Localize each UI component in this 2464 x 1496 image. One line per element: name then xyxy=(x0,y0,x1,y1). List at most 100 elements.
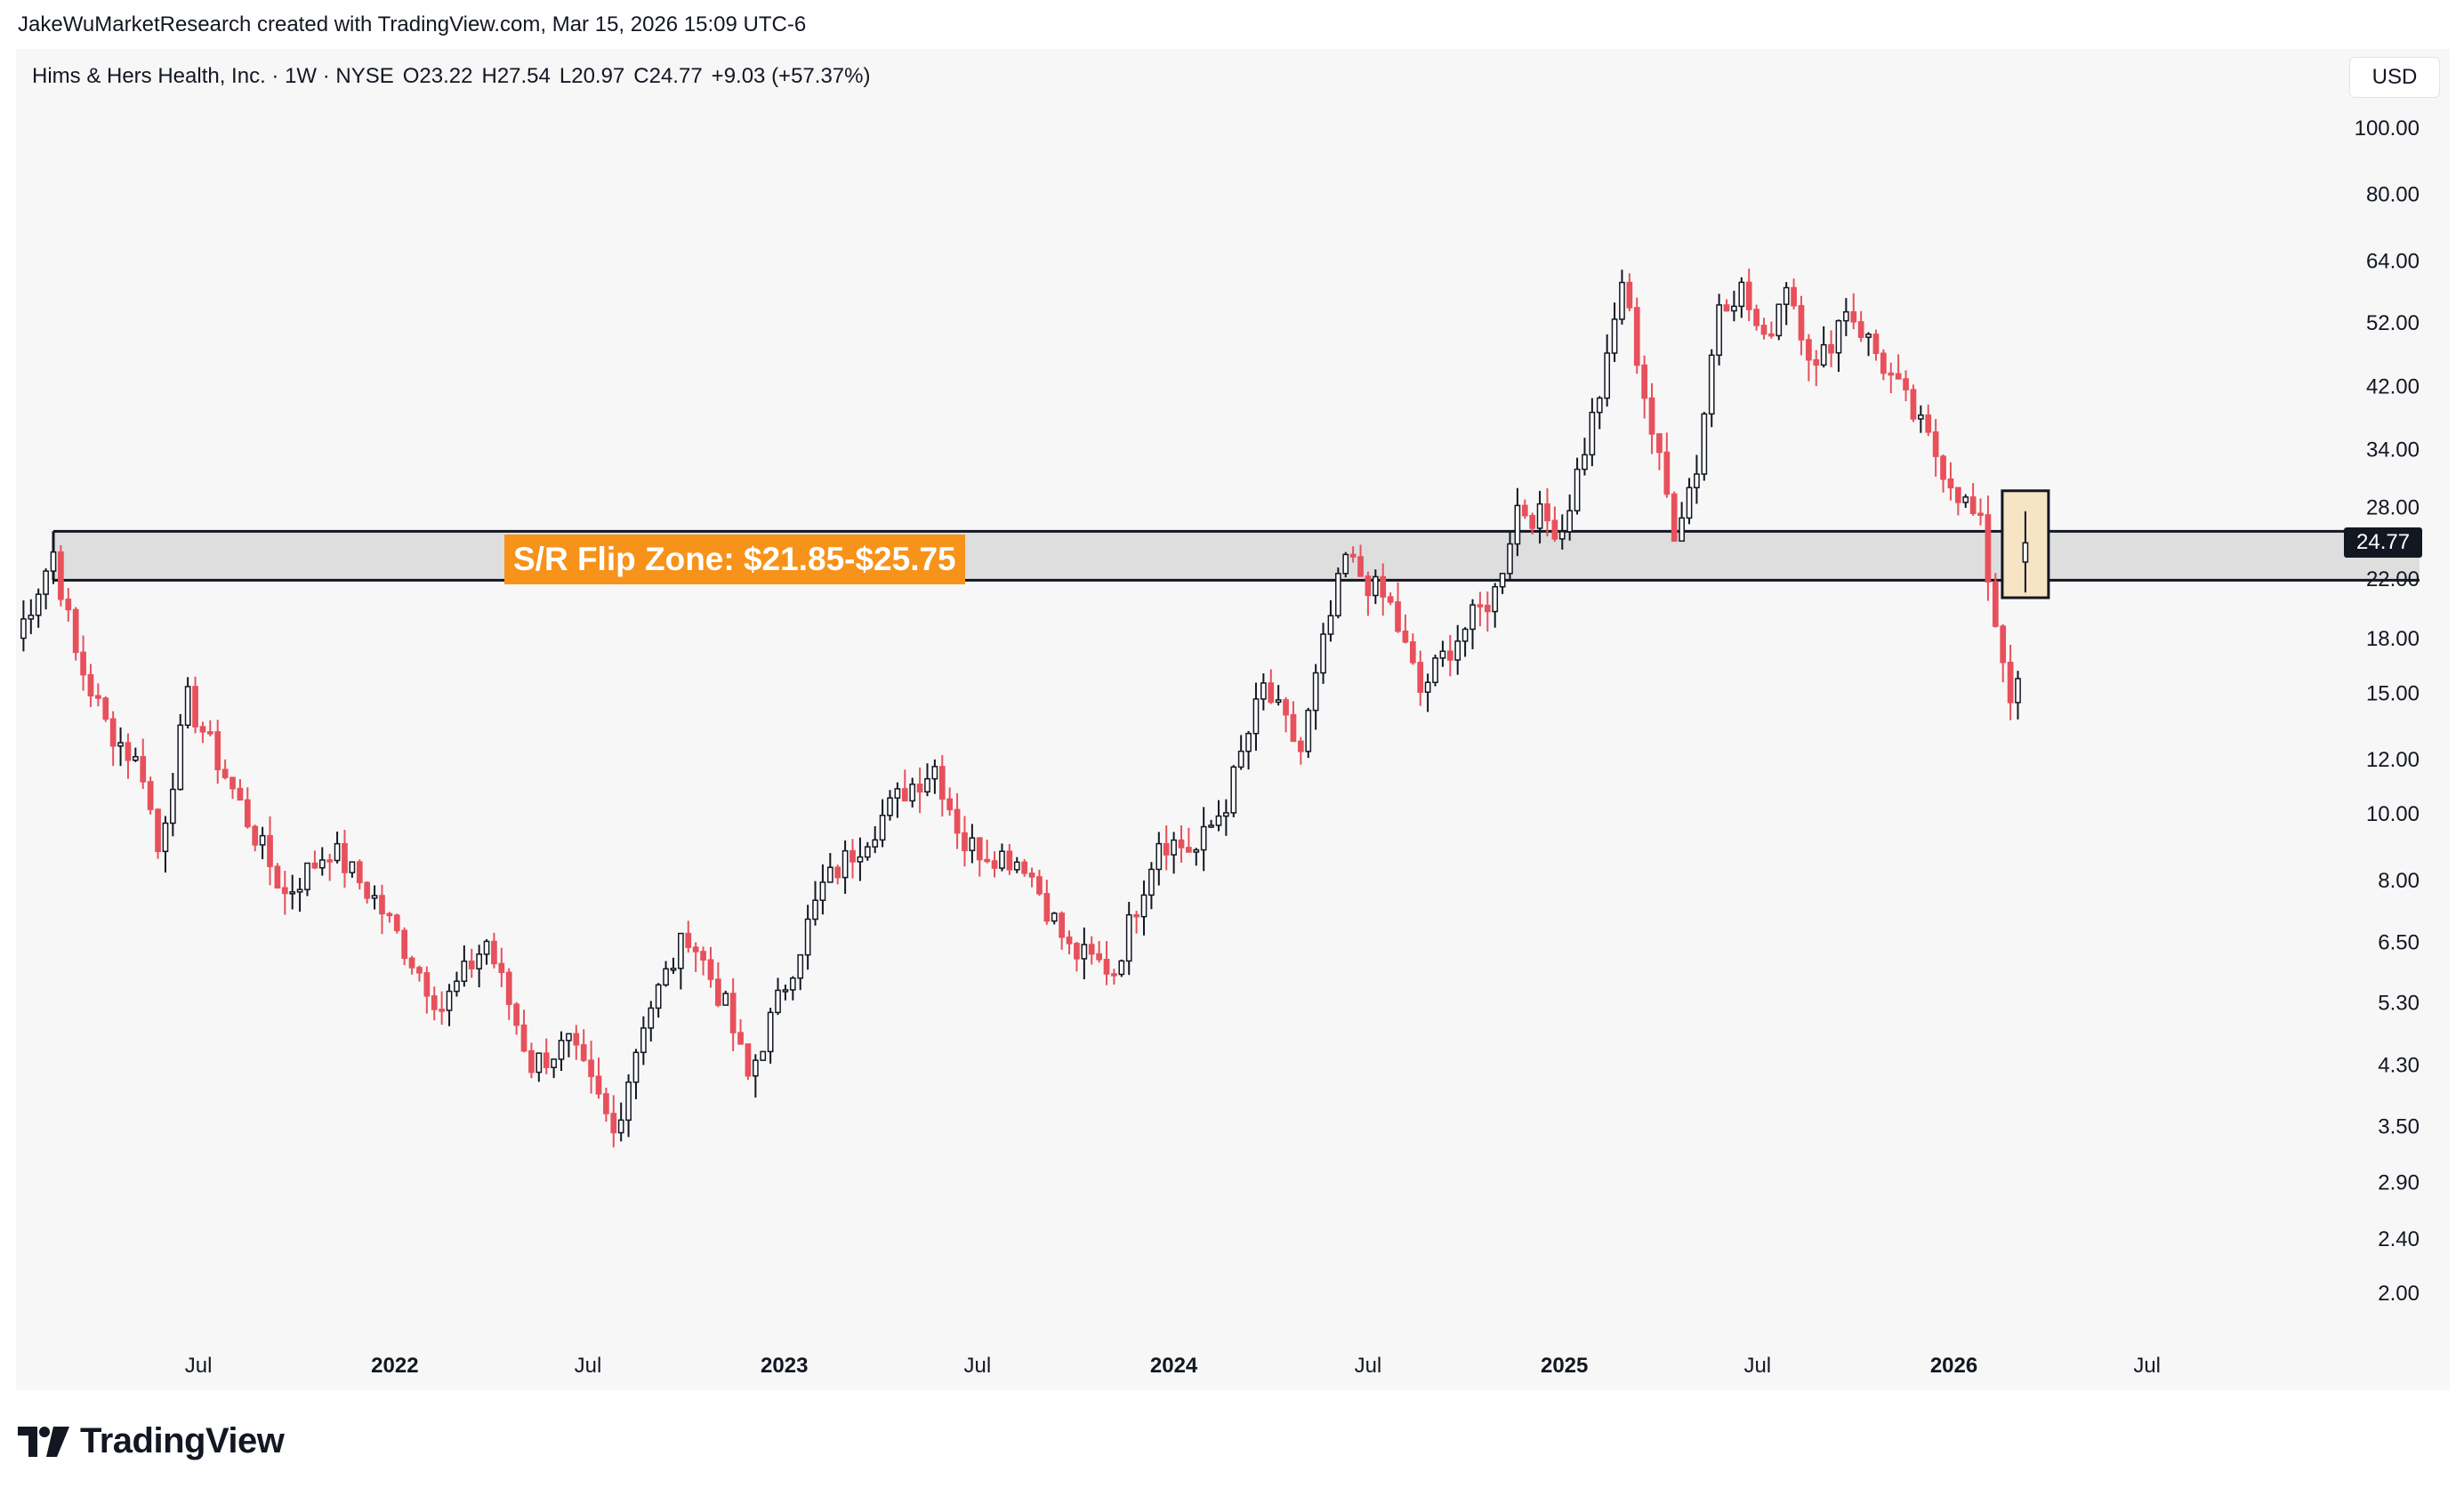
candle-body xyxy=(318,859,326,869)
candle-body xyxy=(610,1113,617,1134)
candle-body xyxy=(1283,699,1289,716)
candle-body xyxy=(1499,573,1506,588)
currency-button[interactable]: USD xyxy=(2349,57,2440,98)
candle-body xyxy=(334,842,341,862)
candle-body xyxy=(65,599,72,611)
candle-body xyxy=(1395,601,1401,632)
candle-body xyxy=(1365,575,1372,597)
candle-body xyxy=(1633,307,1640,366)
candle-body xyxy=(901,788,908,802)
candle-body xyxy=(722,993,729,1006)
candle-body xyxy=(707,959,714,980)
candle-body xyxy=(1529,514,1536,529)
candle-body xyxy=(1619,281,1625,320)
candle-body xyxy=(133,756,139,761)
chart-pane[interactable] xyxy=(16,49,2450,1390)
candle-body xyxy=(1850,310,1857,323)
candle-body xyxy=(50,551,57,572)
candle-body xyxy=(789,977,796,991)
legend-high: H27.54 xyxy=(481,64,551,88)
candle-body xyxy=(580,1044,587,1061)
candle-body xyxy=(80,651,86,676)
candle-body xyxy=(1006,850,1013,871)
time-tick-label: 2024 xyxy=(1150,1354,1198,1378)
candle-body xyxy=(632,1051,640,1083)
candle-body xyxy=(1021,861,1028,874)
candle-body xyxy=(1327,615,1334,635)
candle-body xyxy=(1604,352,1611,399)
candle-body xyxy=(43,570,49,595)
candle-body xyxy=(841,849,849,879)
candle-body xyxy=(431,995,438,1010)
candle-body xyxy=(1798,304,1805,341)
candle-body xyxy=(1074,943,1080,960)
candle-body xyxy=(648,1007,655,1029)
last-price-label: 24.77 xyxy=(2344,527,2423,559)
candle-body xyxy=(1208,824,1214,828)
zone-layer xyxy=(52,489,2420,599)
price-tick-label: 100.00 xyxy=(2355,117,2420,141)
price-tick-label: 18.00 xyxy=(2366,627,2420,651)
candle-body xyxy=(1521,504,1528,517)
candle-body xyxy=(775,989,781,1014)
time-tick-label: Jul xyxy=(964,1354,992,1378)
price-tick-label: 80.00 xyxy=(2366,183,2420,207)
candle-body xyxy=(206,731,213,735)
candle-body xyxy=(1312,672,1319,712)
legend-close: C24.77 xyxy=(633,64,703,88)
candle-body xyxy=(1716,304,1722,357)
candle-body xyxy=(1156,842,1163,871)
candle-body xyxy=(296,889,303,893)
candle-body xyxy=(834,866,841,879)
candle-body xyxy=(535,1052,543,1074)
legend-open: O23.22 xyxy=(402,64,473,88)
candle-body xyxy=(117,742,124,747)
candle-body xyxy=(1178,839,1185,849)
candle-body xyxy=(259,834,266,846)
candle-body xyxy=(1245,732,1252,752)
candle-body xyxy=(916,784,923,792)
candle-body xyxy=(1776,303,1783,337)
candle-body xyxy=(1768,333,1775,337)
time-tick-label: 2025 xyxy=(1541,1354,1588,1378)
candle-body xyxy=(1671,493,1678,543)
candle-body xyxy=(1140,894,1147,918)
price-tick-label: 12.00 xyxy=(2366,748,2420,772)
candle-body xyxy=(1544,503,1550,522)
candle-body xyxy=(20,618,27,639)
candle-body xyxy=(1334,573,1341,616)
candle-body xyxy=(573,1033,580,1046)
candle-body xyxy=(1200,825,1207,851)
candle-body xyxy=(87,673,94,697)
candle-body xyxy=(984,858,991,863)
candle-body xyxy=(491,940,497,965)
candle-body xyxy=(797,953,804,979)
candle-body xyxy=(737,1032,744,1045)
candle-body xyxy=(1461,628,1469,642)
candle-body xyxy=(1380,575,1387,598)
candle-body xyxy=(678,932,684,969)
price-tick-label: 5.30 xyxy=(2378,992,2420,1016)
candle-body xyxy=(1171,839,1177,856)
price-tick-label: 64.00 xyxy=(2366,249,2420,273)
candle-body xyxy=(58,551,64,600)
candle-body xyxy=(670,967,677,971)
candle-body xyxy=(1589,411,1596,456)
candle-body xyxy=(1186,847,1192,853)
candle-body xyxy=(1656,433,1663,454)
candle-body xyxy=(1694,473,1700,488)
candle-body xyxy=(423,972,431,997)
candle-body xyxy=(1507,543,1513,575)
candle-body xyxy=(1387,596,1394,603)
candle-body xyxy=(1969,496,1977,514)
candle-body xyxy=(1103,959,1110,975)
candle-body xyxy=(924,777,930,792)
candle-body xyxy=(221,768,229,778)
candle-body xyxy=(1125,913,1132,962)
candle-body xyxy=(655,984,662,1009)
tradingview-logo[interactable]: TradingView xyxy=(18,1421,285,1461)
candle-body xyxy=(1977,512,1984,516)
candle-body xyxy=(931,766,938,780)
candle-body xyxy=(1298,740,1304,752)
